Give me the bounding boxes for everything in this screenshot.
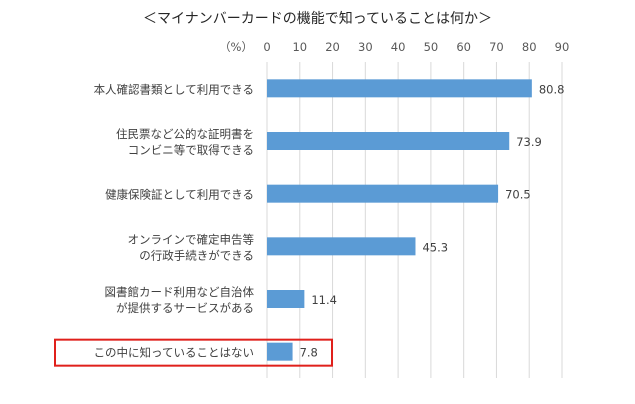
bar (267, 290, 305, 308)
category-label: 健康保険証として利用できる (105, 188, 254, 202)
bars (267, 79, 532, 361)
x-tick-label: 50 (424, 40, 439, 54)
category-label: オンラインで確定申告等の行政手続きができる (128, 232, 255, 262)
value-label: 73.9 (516, 135, 542, 149)
category-label-line: の行政手続きができる (139, 248, 254, 262)
highlight-layer (54, 338, 333, 367)
value-label: 45.3 (422, 240, 448, 254)
category-label: 本人確認書類として利用できる (94, 82, 254, 96)
x-tick-label: 20 (325, 40, 340, 54)
grid-lines (266, 62, 563, 378)
x-tick-label: 0 (263, 40, 270, 54)
value-label: 80.8 (539, 82, 565, 96)
bar (267, 184, 499, 203)
x-tick-label: 70 (489, 40, 504, 54)
category-label-line: 本人確認書類として利用できる (94, 82, 254, 96)
category-label-line: 図書館カード利用など自治体 (105, 285, 255, 299)
category-label: 図書館カード利用など自治体が提供するサービスがある (105, 285, 255, 315)
bar (267, 79, 532, 98)
category-label-line: が提供するサービスがある (116, 301, 254, 315)
category-label: この中に知っていることはない (94, 346, 254, 360)
value-label: 70.5 (505, 188, 531, 202)
bar (267, 342, 293, 361)
x-axis-tick-labels: 0 10 20 30 40 50 60 70 80 90 (263, 40, 569, 54)
category-label-line: 健康保険証として利用できる (105, 188, 254, 202)
category-label: 住民票など公的な証明書をコンビニ等で取得できる (116, 127, 254, 157)
value-labels: 80.8 73.9 70.5 45.3 11.4 7.8 (300, 82, 565, 359)
x-tick-label: 10 (292, 40, 307, 54)
value-label: 7.8 (300, 346, 318, 360)
value-label: 11.4 (311, 293, 337, 307)
category-labels: 本人確認書類として利用できる住民票など公的な証明書をコンビニ等で取得できる健康保… (94, 82, 255, 359)
x-tick-label: 30 (358, 40, 373, 54)
category-label-line: オンラインで確定申告等 (128, 232, 255, 246)
category-label-line: この中に知っていることはない (94, 346, 254, 360)
x-tick-label: 40 (391, 40, 406, 54)
x-tick-label: 60 (456, 40, 471, 54)
x-tick-label: 80 (522, 40, 537, 54)
highlight-box (54, 338, 333, 367)
unit-label: （%） (219, 40, 253, 54)
x-tick-label: 90 (555, 40, 570, 54)
bar (267, 132, 510, 150)
category-label-line: コンビニ等で取得できる (128, 143, 254, 157)
bar (267, 237, 416, 256)
category-label-line: 住民票など公的な証明書を (116, 127, 254, 141)
chart-title: ＜マイナンバーカードの機能で知っていることは何か＞ (143, 10, 492, 27)
